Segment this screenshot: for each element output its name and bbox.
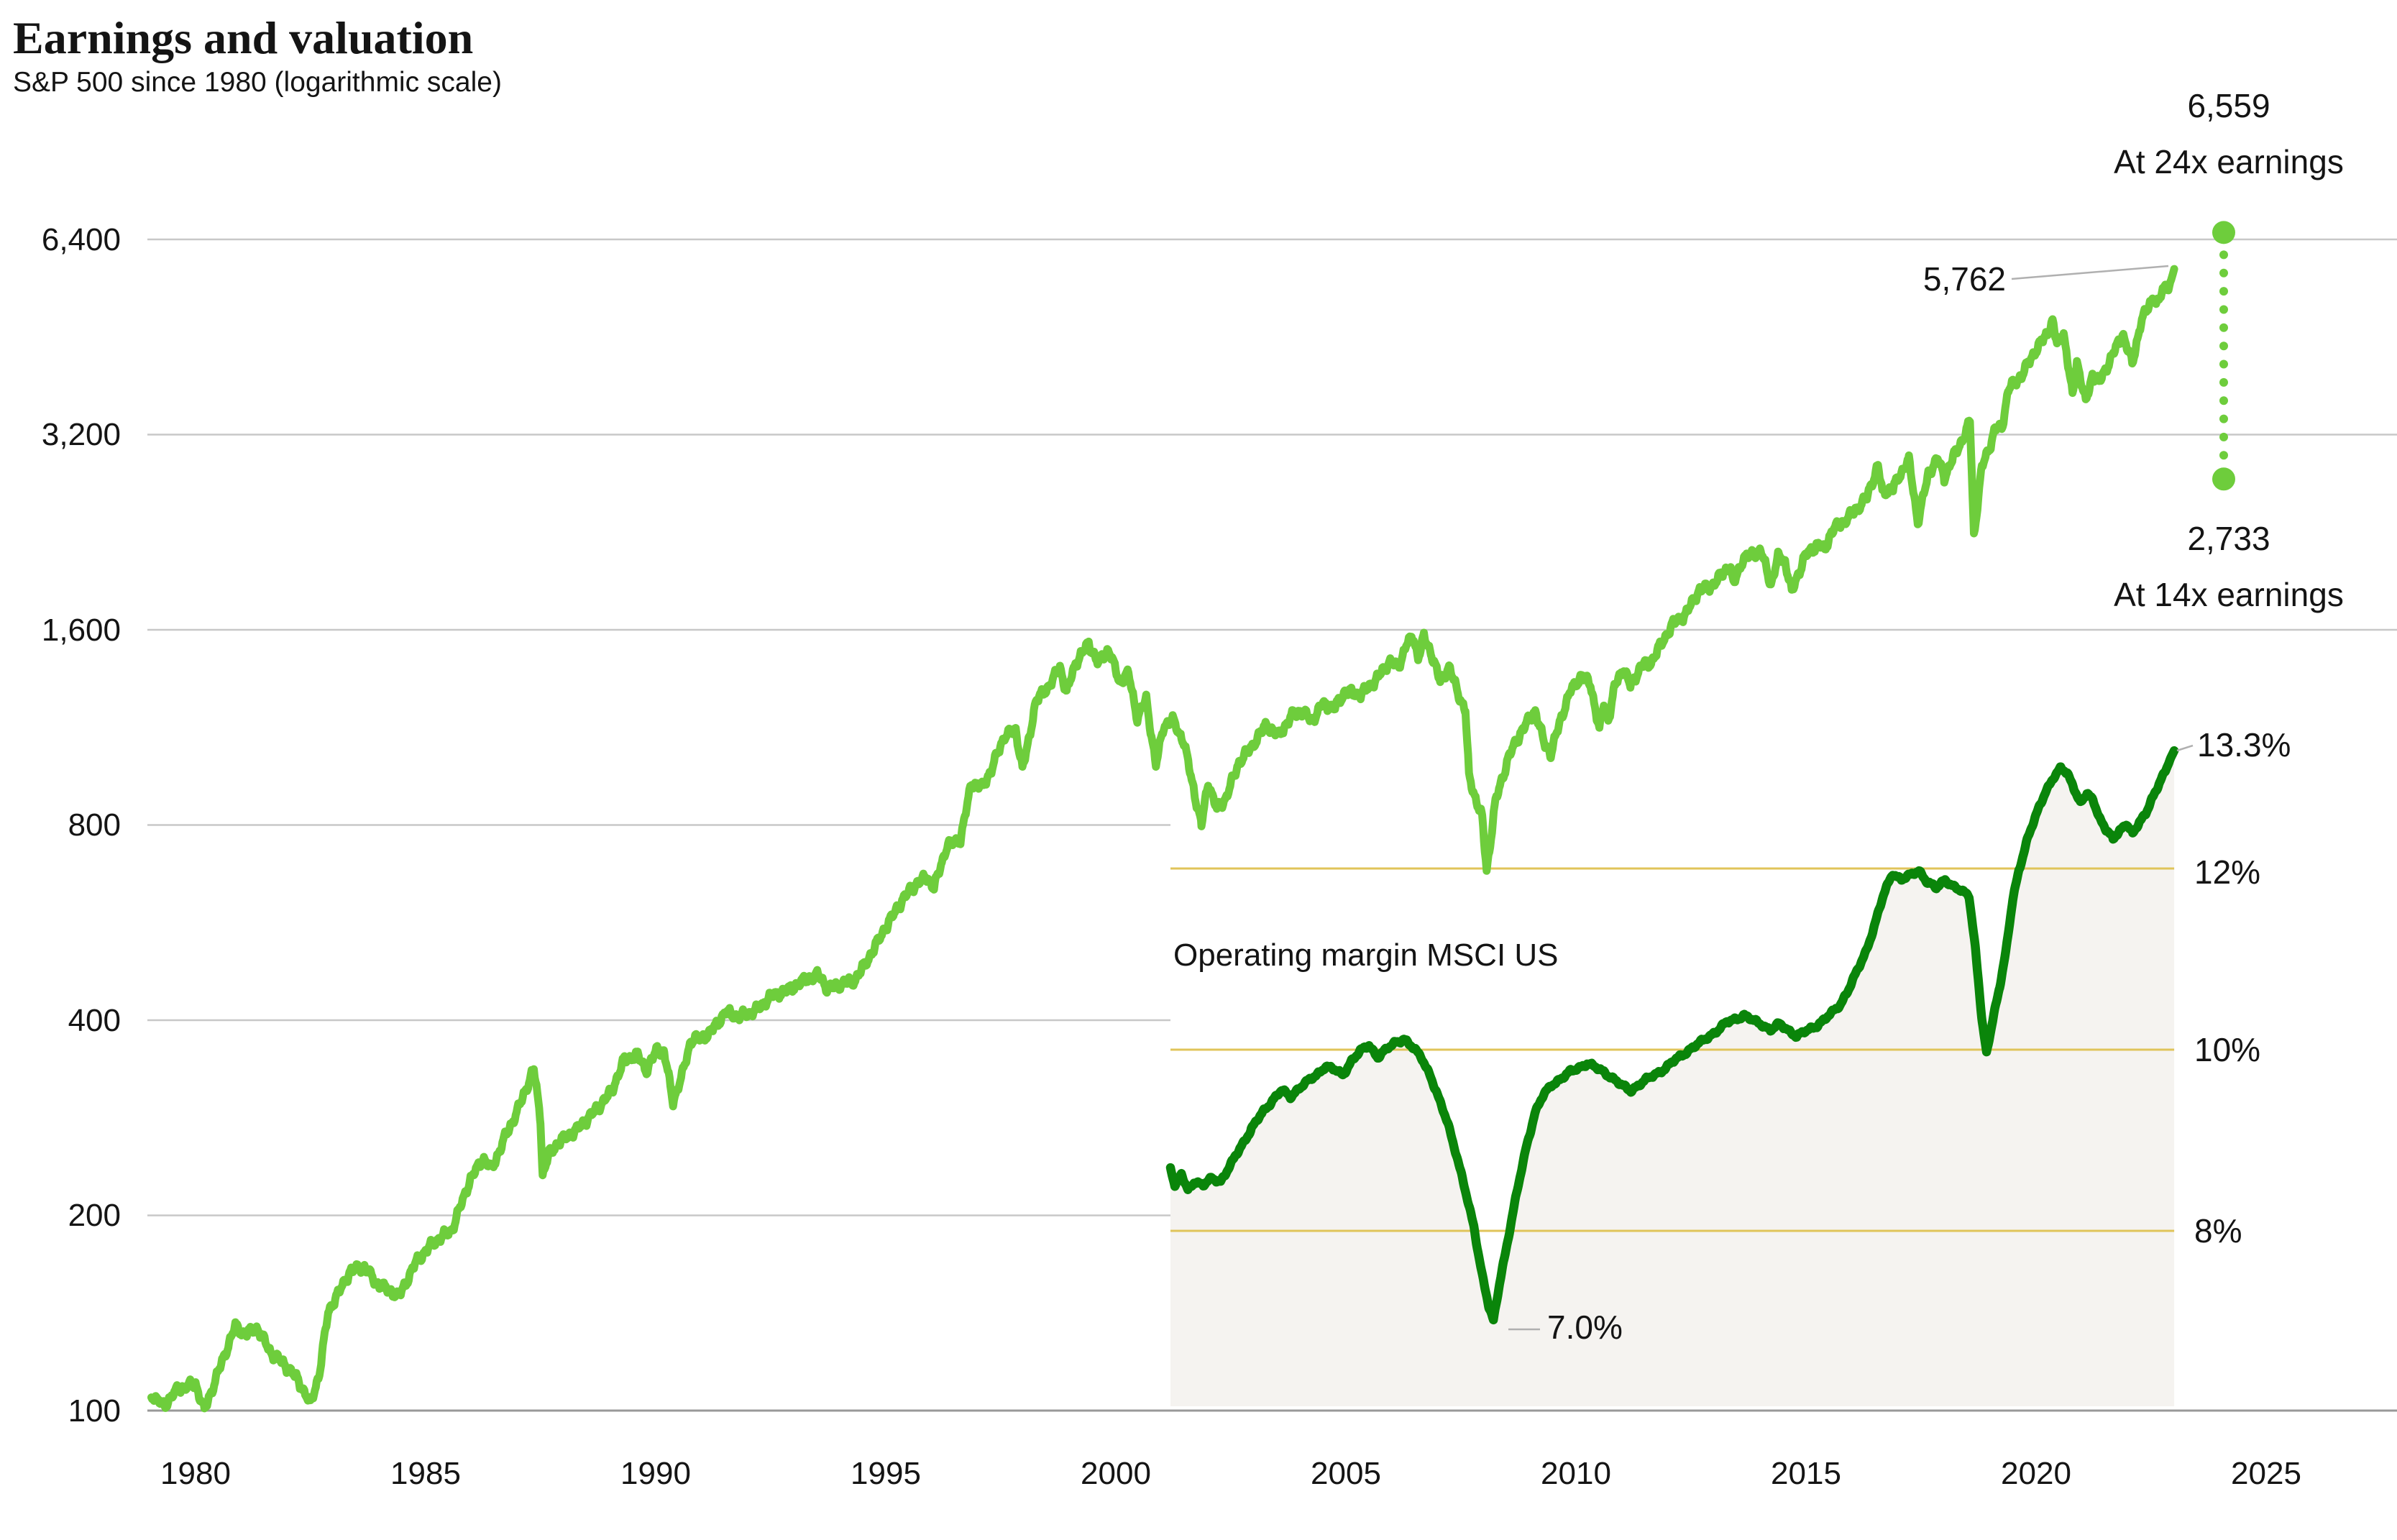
- y-tick-800: 800: [68, 807, 121, 843]
- margin-trough-label: 7.0%: [1547, 1308, 1623, 1346]
- main-gridlines: [147, 238, 2397, 1412]
- margin-end-label: 13.3%: [2197, 726, 2291, 764]
- operating-margin-line-series: [1165, 746, 2179, 1325]
- callout-lines: [1508, 265, 2194, 1331]
- x-tick-2005: 2005: [1311, 1456, 1381, 1491]
- projection-high-value: 6,559: [2187, 87, 2270, 124]
- margin-grid-label-8: 8%: [2194, 1212, 2242, 1250]
- sp500-line-series: [147, 265, 2178, 1413]
- valuation-range-dotted-connector: [2212, 221, 2235, 491]
- x-tick-2025: 2025: [2231, 1456, 2301, 1491]
- operating-margin-area: [1170, 751, 2175, 1406]
- x-tick-2000: 2000: [1081, 1456, 1151, 1491]
- projection-low-value: 2,733: [2187, 520, 2270, 557]
- projection-low-caption: At 14x earnings: [2114, 576, 2344, 613]
- margin-grid-label-10: 10%: [2194, 1031, 2260, 1068]
- x-tick-2015: 2015: [1771, 1456, 1841, 1491]
- sp500-last-price-label: 5,762: [1923, 260, 2006, 298]
- x-tick-1995: 1995: [851, 1456, 921, 1491]
- x-tick-1980: 1980: [160, 1456, 231, 1491]
- inset-gridlines: [1170, 867, 2175, 1232]
- x-tick-1990: 1990: [620, 1456, 691, 1491]
- chart-subtitle: S&P 500 since 1980 (logarithmic scale): [13, 67, 502, 98]
- margin-grid-label-12: 12%: [2194, 853, 2260, 891]
- y-tick-6400: 6,400: [42, 222, 121, 257]
- y-tick-3200: 3,200: [42, 417, 121, 452]
- y-tick-100: 100: [68, 1393, 121, 1429]
- x-tick-2010: 2010: [1541, 1456, 1611, 1491]
- inset-title: Operating margin MSCI US: [1173, 938, 1559, 973]
- page-title: Earnings and valuation: [13, 12, 473, 63]
- projection-high-caption: At 24x earnings: [2114, 143, 2344, 180]
- y-tick-1600: 1,600: [42, 613, 121, 648]
- x-tick-2020: 2020: [2001, 1456, 2071, 1491]
- y-tick-400: 400: [68, 1003, 121, 1038]
- y-tick-200: 200: [68, 1198, 121, 1233]
- x-tick-1985: 1985: [390, 1456, 461, 1491]
